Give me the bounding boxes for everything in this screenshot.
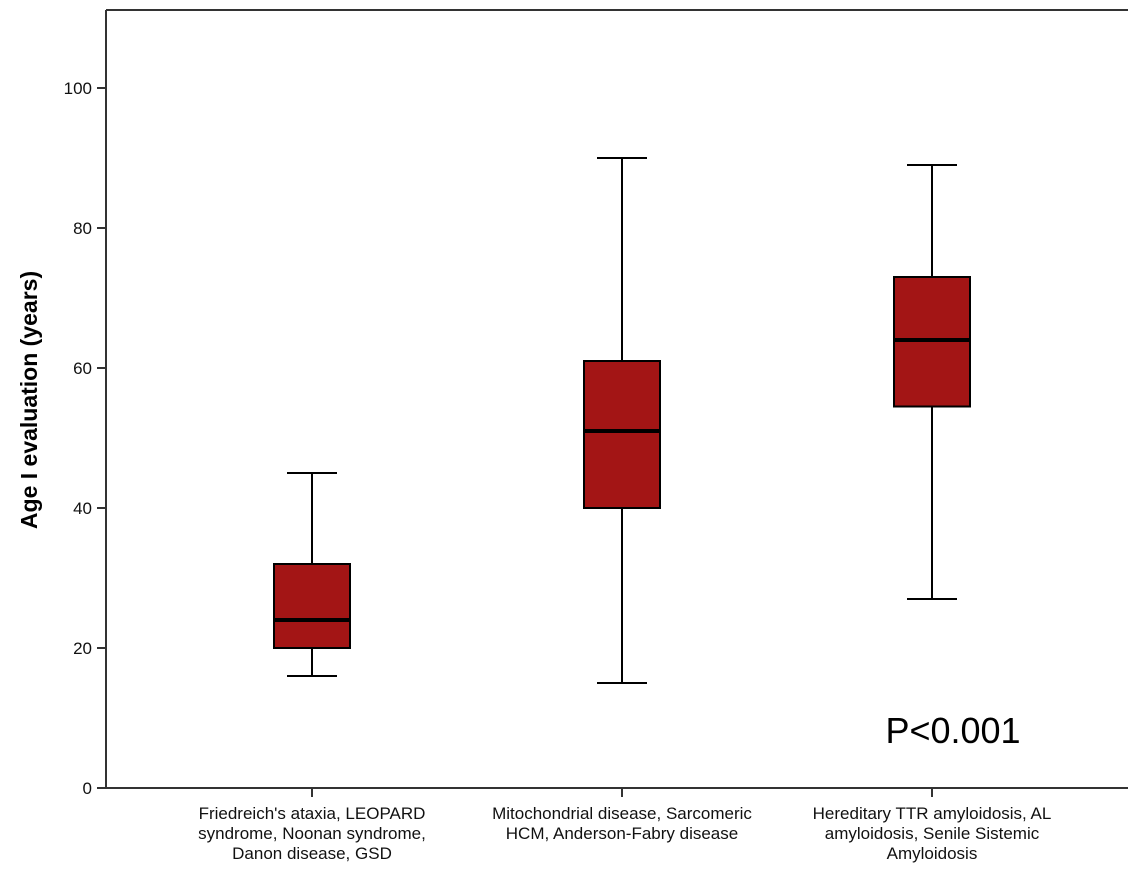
x-category-label: Hereditary TTR amyloidosis, AL amyloidosi… (813, 804, 1052, 863)
y-tick-label: 60 (73, 359, 92, 378)
box-group (273, 472, 351, 677)
x-category-label: Mitochondrial disease, Sarcomeric HCM, An… (492, 804, 752, 843)
y-tick-label: 40 (73, 499, 92, 518)
chart-axes: 0 20 40 60 80 100 (64, 9, 1128, 798)
chart-labels: Friedreich's ataxia, LEOPARD syndrome, No… (198, 804, 1051, 863)
x-category-label: Friedreich's ataxia, LEOPARD syndrome, No… (198, 804, 426, 863)
box-group (583, 157, 661, 684)
iqr-box (273, 563, 351, 649)
iqr-box (583, 360, 661, 509)
y-axis-title: Age I evaluation (years) (16, 271, 42, 529)
chart-boxes (273, 157, 971, 684)
y-tick-label: 20 (73, 639, 92, 658)
box-group (893, 164, 971, 600)
p-value-annotation: P<0.001 (885, 710, 1020, 751)
y-tick-label: 0 (83, 779, 92, 798)
y-tick-label: 100 (64, 79, 92, 98)
y-tick-label: 80 (73, 219, 92, 238)
